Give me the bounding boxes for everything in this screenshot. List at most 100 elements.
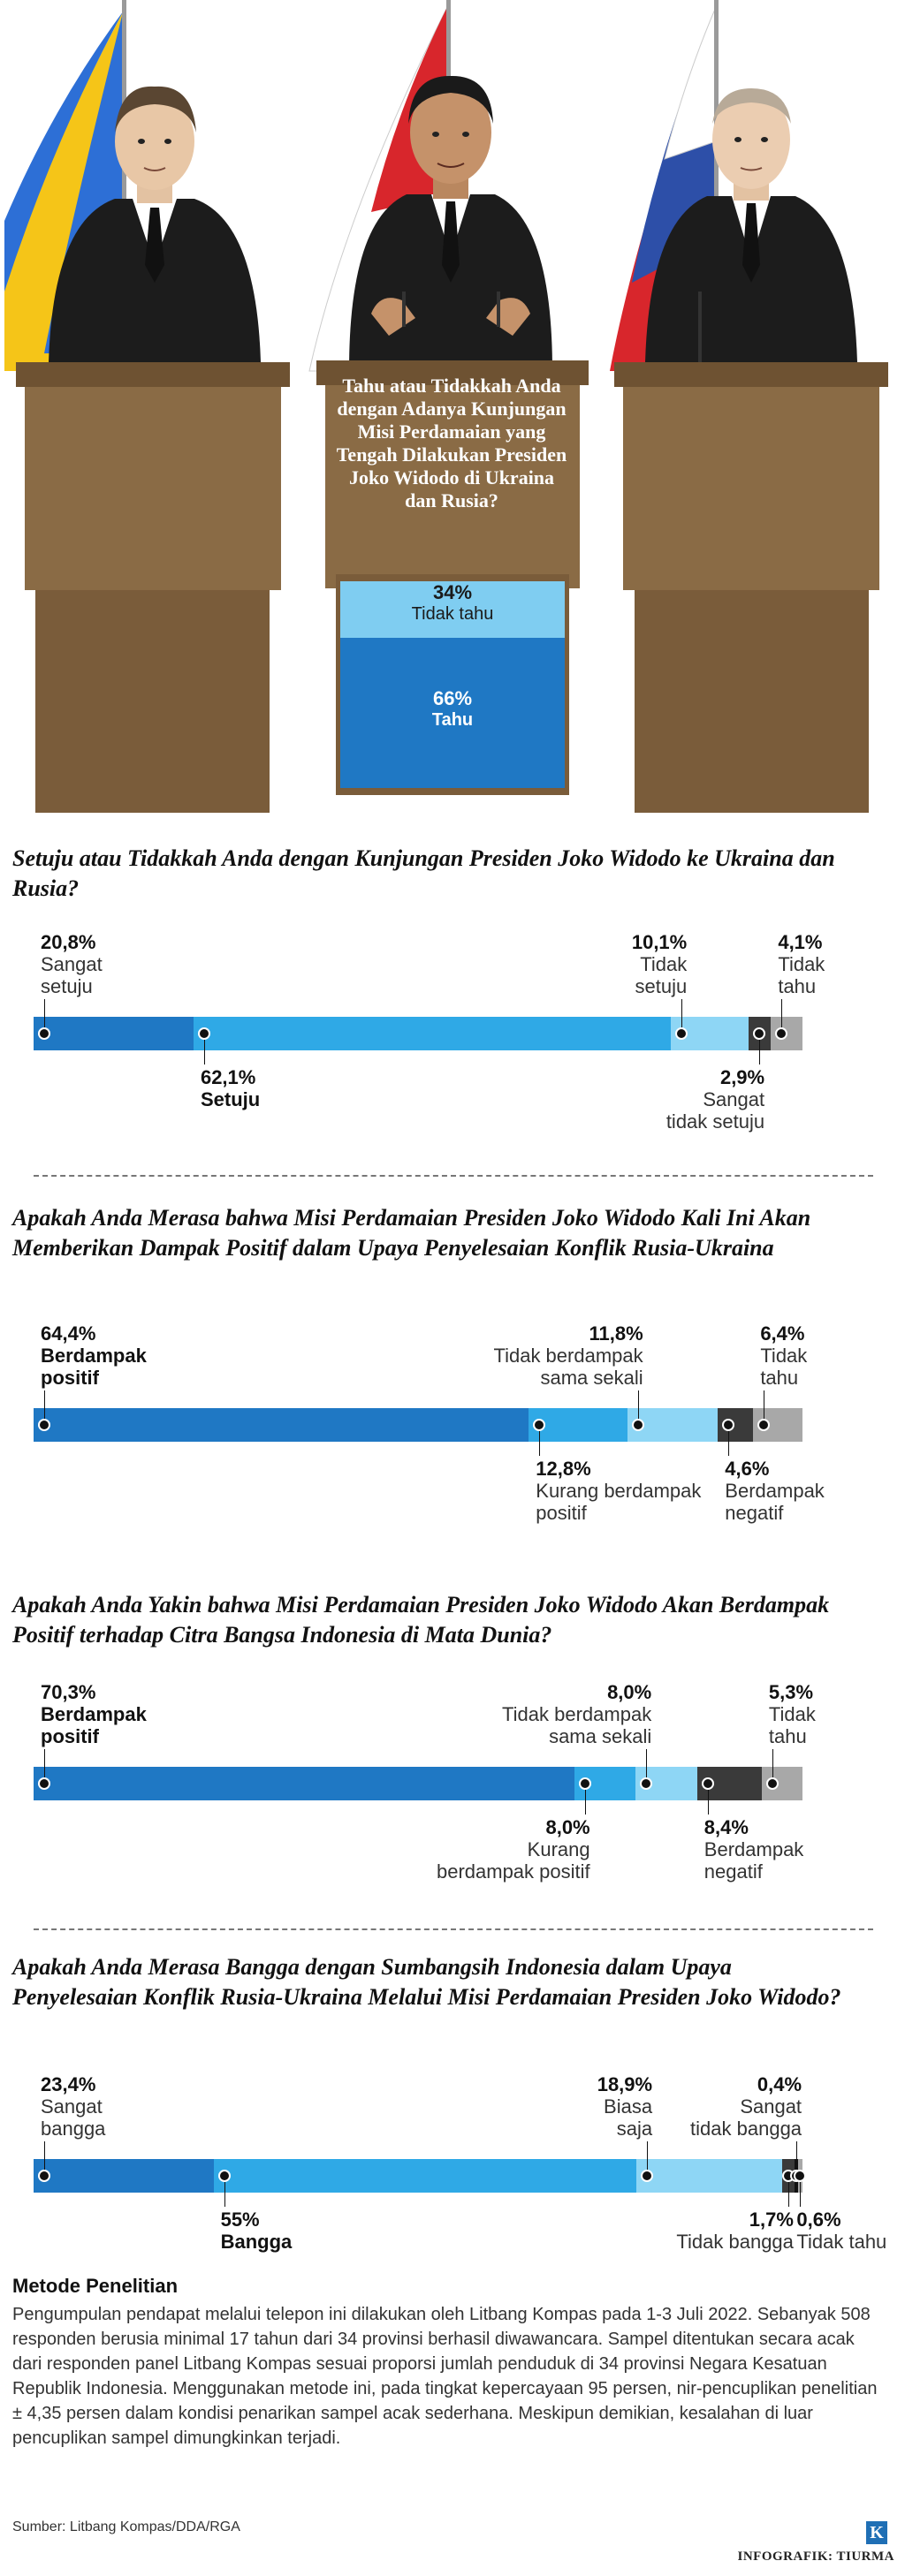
segment-label: 70,3% Berdampak positif [41,1681,147,1747]
kompas-logo: K [866,2521,887,2544]
segment-tidak-tahu-label: Tidak tahu [411,604,494,624]
bar-segment [34,2159,214,2193]
segment-value: 10,1% [631,931,688,953]
segment-value: 0,4% [757,2073,802,2095]
segment-value: 55% [220,2209,260,2231]
segment-value: 1,7% [749,2209,794,2231]
segment-category: Berdampak [41,1345,147,1367]
label-leader-line [787,2182,789,2207]
label-leader-line [646,1749,648,1777]
segment-label: 18,9% Biasa saja [597,2073,652,2140]
bar-segment [34,1408,529,1442]
source-note: Sumber: Litbang Kompas/DDA/RGA [12,2519,240,2534]
bar-segment [34,1767,574,1800]
label-leader-line [539,1431,541,1456]
segment-category: Sangat [41,953,103,975]
segment-label: 6,4% Tidak tahu [760,1322,807,1389]
segment-tahu-label: Tahu [431,710,474,730]
leader-middle [349,75,552,371]
segment-category: Tidak berdampak [493,1345,643,1367]
segment-category: Sangat [41,2095,103,2118]
segment-tidak-tahu-pct: 34% [432,581,473,603]
segment-value: 0,6% [796,2209,841,2231]
segment-marker [38,1027,50,1040]
question-4-title: Apakah Anda Merasa Bangga dengan Sumbang… [12,1954,841,2010]
segment-value: 8,0% [545,1816,590,1838]
segment-category: saja [616,2118,653,2140]
segment-category: Tidak [768,1703,816,1725]
segment-marker [765,1777,779,1790]
question-3-title: Apakah Anda Yakin bahwa Misi Perdamaian … [12,1592,830,1648]
segment-label: 1,7% Tidak bangga [676,2209,794,2253]
segment-label: 23,4% Sangat bangga [41,2073,105,2140]
segment-category: bangga [41,2118,106,2140]
segment-category: Tidak [778,953,825,975]
question-1-title: Setuju atau Tidakkah Anda dengan Kunjung… [12,845,835,901]
bar-segment [34,1017,194,1050]
segment-value: 5,3% [768,1681,814,1703]
label-leader-line [681,999,683,1027]
segment-value: 23,4% [41,2073,96,2095]
label-leader-line [44,1749,45,1777]
segment-label: 55% Bangga [221,2209,293,2253]
segment-value: 64,4% [41,1322,96,1345]
segment-value: 2,9% [719,1066,765,1088]
label-leader-line [224,2182,225,2207]
segment-category: sama sekali [540,1367,643,1389]
infographic-credit: INFOGRAFIK: TIURMA [737,2549,894,2564]
question-1: Setuju atau Tidakkah Anda dengan Kunjung… [0,844,905,1144]
question-2: Apakah Anda Merasa bahwa Misi Perdamaian… [0,1203,905,1557]
segment-category: tidak bangga [690,2118,802,2140]
segment-label: 8,4% Berdampak negatif [704,1816,804,1883]
label-leader-line [707,1790,709,1815]
hero-question: Tahu atau Tidakkah Anda dengan Adanya Ku… [336,375,567,511]
segment-marker [38,1777,50,1790]
podium-right [614,362,888,813]
segment-label: 2,9% Sangat tidak setuju [666,1066,764,1133]
segment-category: tahu [778,975,817,997]
segment-marker [197,1027,210,1040]
method-text: Pengumpulan pendapat melalui telepon ini… [12,2305,878,2448]
segment-category: Tidak [760,1345,808,1367]
label-leader-line [203,1040,205,1064]
segment-category: tahu [768,1725,807,1747]
segment-category: Bangga [220,2231,293,2253]
segment-label: 4,6% Berdampak negatif [725,1458,825,1524]
segment-label: 0,6% Tidak tahu [796,2209,886,2253]
label-leader-line [44,999,45,1027]
segment-value: 4,6% [725,1458,770,1480]
label-leader-line [728,1431,730,1456]
label-leader-line [44,2141,45,2170]
segment-value: 20,8% [41,931,96,953]
segment-marker [757,1419,771,1431]
label-leader-line [647,2141,649,2170]
segment-label: 5,3% Tidak tahu [769,1681,816,1747]
segment-category: Setuju [200,1088,261,1110]
segment-category: Biasa [604,2095,653,2118]
segment-category: Sangat [703,1088,765,1110]
label-leader-line [796,2141,798,2170]
segment-value: 11,8% [589,1322,643,1345]
segment-category: tahu [760,1367,799,1389]
segment-category: positif [41,1367,99,1389]
segment-marker [38,2170,50,2182]
segment-category: positif [41,1725,99,1747]
segment-marker [631,1419,644,1431]
segment-category: Tidak tahu [796,2231,887,2253]
segment-category: Kurang berdampak [536,1480,702,1502]
label-leader-line [759,1040,761,1064]
segment-marker [722,1419,735,1431]
divider [34,1928,873,1930]
segment-marker [641,2170,654,2182]
segment-marker [578,1777,591,1790]
segment-label: 20,8% Sangat setuju [41,931,103,997]
segment-marker [775,1027,788,1040]
bar-segment [636,2159,782,2193]
segment-tahu: 66% Tahu [340,638,565,788]
question-1-bar [34,1017,802,1050]
segment-category: setuju [635,975,688,997]
segment-category: Tidak bangga [676,2231,794,2253]
segment-category: negatif [703,1860,763,1883]
segment-label: 62,1% Setuju [201,1066,260,1110]
segment-label: 12,8% Kurang berdampak positif [536,1458,701,1524]
